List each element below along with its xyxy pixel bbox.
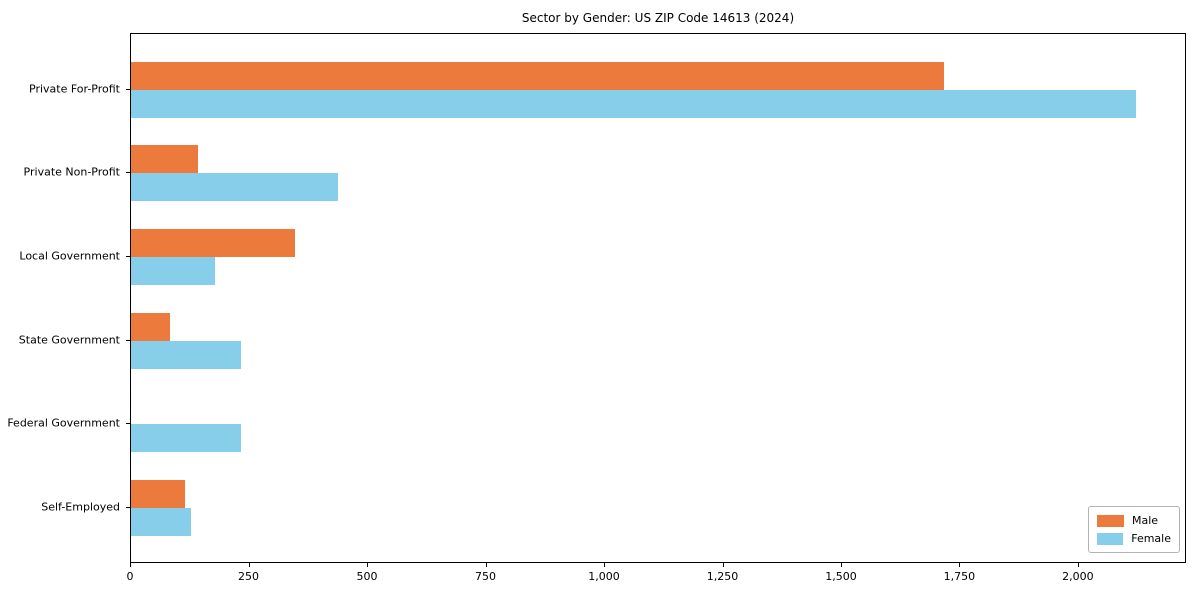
bar-male-private-non-profit bbox=[131, 145, 198, 174]
ytick-label-private-for-profit: Private For-Profit bbox=[29, 82, 120, 95]
xtick-label-1750: 1,750 bbox=[943, 570, 976, 583]
bars-layer bbox=[131, 34, 1185, 562]
xtick-label-500: 500 bbox=[356, 570, 378, 583]
xtick-mark bbox=[841, 563, 842, 567]
xtick-mark bbox=[1077, 563, 1079, 567]
bar-female-private-for-profit bbox=[131, 89, 1136, 118]
ytick-mark bbox=[126, 339, 130, 341]
bar-female-federal-government bbox=[131, 424, 241, 453]
bar-male-private-for-profit bbox=[131, 61, 944, 90]
xtick-label-1000: 1,000 bbox=[588, 570, 620, 583]
ytick-mark bbox=[126, 507, 130, 508]
xtick-mark bbox=[959, 563, 961, 567]
ytick-label-state-government: State Government bbox=[18, 333, 120, 347]
bar-female-self-employed bbox=[131, 508, 192, 536]
xtick-label-1500: 1,500 bbox=[825, 570, 857, 583]
legend-item-female: Female bbox=[1097, 532, 1171, 545]
xtick-label-250: 250 bbox=[238, 570, 259, 583]
xtick-label-0: 0 bbox=[126, 570, 134, 583]
xtick-mark bbox=[130, 563, 131, 567]
xtick-label-2000: 2,000 bbox=[1062, 570, 1094, 583]
bar-male-self-employed bbox=[131, 480, 185, 508]
chart-title: Sector by Gender: US ZIP Code 14613 (202… bbox=[521, 11, 795, 25]
bar-female-local-government bbox=[131, 256, 215, 285]
ytick-label-private-non-profit: Private Non-Profit bbox=[23, 165, 120, 179]
ytick-mark bbox=[126, 88, 130, 90]
xtick-label-1250: 1,250 bbox=[706, 570, 739, 583]
xtick-mark bbox=[367, 563, 368, 567]
bar-male-state-government bbox=[131, 312, 170, 341]
bar-female-state-government bbox=[131, 340, 241, 369]
bar-female-private-non-profit bbox=[131, 173, 339, 202]
legend: Male Female bbox=[1088, 506, 1180, 553]
xtick-label-750: 750 bbox=[475, 570, 496, 583]
ytick-label-federal-government: Federal Government bbox=[7, 416, 120, 430]
ytick-label-local-government: Local Government bbox=[19, 249, 120, 263]
male-swatch bbox=[1097, 514, 1124, 527]
ytick-mark bbox=[126, 255, 130, 257]
legend-label-male: Male bbox=[1132, 514, 1159, 527]
female-swatch bbox=[1097, 532, 1124, 545]
ytick-mark bbox=[126, 172, 130, 174]
legend-label-female: Female bbox=[1131, 532, 1171, 545]
plot-area bbox=[130, 33, 1186, 563]
ytick-mark bbox=[126, 423, 130, 425]
xtick-mark bbox=[722, 563, 724, 567]
xtick-mark bbox=[485, 563, 487, 567]
xtick-mark bbox=[604, 563, 605, 567]
legend-item-male: Male bbox=[1097, 514, 1171, 527]
bar-male-local-government bbox=[131, 228, 295, 257]
xtick-mark bbox=[248, 563, 250, 567]
ytick-label-self-employed: Self-Employed bbox=[41, 500, 120, 514]
